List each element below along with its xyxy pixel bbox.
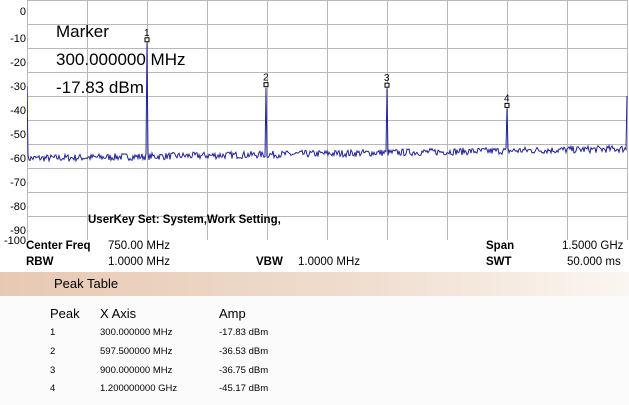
column-header-x-axis: X Axis [100,306,137,321]
cell-peak: 4 [50,383,56,394]
cell-x-axis: 900.000000 MHz [100,365,173,376]
peak-label: 1 [144,28,150,39]
marker-readout: Marker 300.000000 MHz -17.83 dBm [56,18,185,102]
peak-marker [504,102,510,108]
y-tick-label: -100 [3,235,26,247]
peak-table-title: Peak Table [54,276,119,291]
column-header-peak: Peak [50,306,80,321]
column-header-amp: Amp [219,306,246,321]
vbw-value: 1.0000 MHz [298,256,361,268]
y-tick-label: -30 [10,81,26,93]
peak-markers: 1 2 3 4 [144,28,510,108]
cell-amp: -36.53 dBm [219,346,269,357]
peak-table: Peak X Axis Amp 1 300.000000 MHz -17.83 … [0,296,629,405]
vbw-label: VBW [256,256,283,268]
cell-amp: -36.75 dBm [219,365,269,376]
y-tick-label: -80 [10,201,26,213]
marker-title: Marker [56,22,109,41]
span-value: 1.5000 GHz [562,240,624,252]
cell-peak: 2 [50,346,56,357]
peak-table-header: Peak Table [0,272,629,296]
peak-label: 4 [504,93,510,104]
swt-label: SWT [486,256,512,268]
y-tick-label: 0 [19,6,26,18]
peak-marker [384,82,390,88]
cell-x-axis: 300.000000 MHz [100,327,173,338]
spectrum-trace [27,42,628,163]
spectrum-plot: 1 2 3 4 [27,0,628,240]
cell-peak: 1 [50,327,56,338]
peak-marker [263,82,269,88]
peak-marker [144,37,150,43]
marker-amplitude: -17.83 dBm [56,78,144,97]
rbw-label: RBW [26,256,54,268]
cell-amp: -17.83 dBm [219,327,269,338]
cell-x-axis: 597.500000 MHz [100,346,173,357]
y-tick-label: -90 [10,225,26,237]
peak-label: 2 [263,73,269,84]
y-tick-label: -50 [10,129,26,141]
y-tick-label: -10 [10,33,26,45]
center-freq-label: Center Freq [26,240,91,252]
span-label: Span [486,240,515,252]
userkey-status: UserKey Set: System,Work Setting, [88,214,281,226]
rbw-value: 1.0000 MHz [108,256,171,268]
y-tick-label: -40 [10,105,26,117]
marker-frequency: 300.000000 MHz [56,50,186,69]
cell-amp: -45.17 dBm [219,383,269,394]
peak-label: 3 [384,73,390,84]
center-freq-value: 750.00 MHz [108,240,171,252]
cell-x-axis: 1.200000000 GHz [100,383,178,394]
swt-value: 50.000 ms [567,256,621,268]
y-tick-label: -20 [10,57,26,69]
y-tick-label: -60 [10,153,26,165]
y-tick-label: -70 [10,177,26,189]
cell-peak: 3 [50,365,56,376]
